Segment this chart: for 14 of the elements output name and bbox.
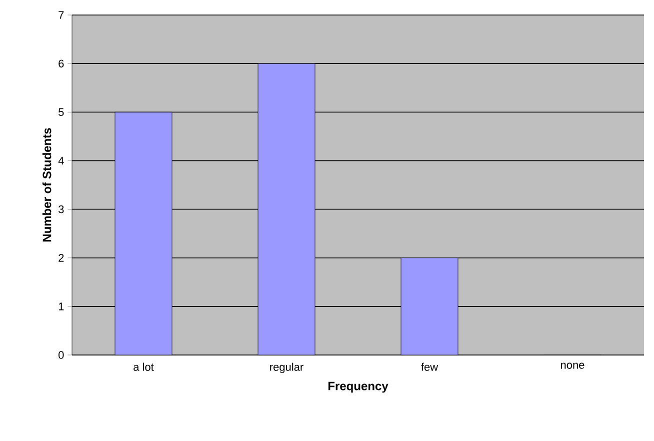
- y-tick-label: 7: [58, 11, 64, 19]
- x-axis-title: Frequency: [328, 382, 388, 393]
- x-tick-label: regular: [270, 362, 304, 374]
- y-tick-label: 4: [58, 156, 64, 164]
- x-tick-label: few: [421, 362, 438, 371]
- y-axis-title: Number of Students: [42, 128, 52, 242]
- x-tick-label: a lot: [134, 362, 154, 371]
- y-tick-label: 2: [58, 254, 64, 262]
- y-tick-label: 3: [58, 205, 64, 214]
- y-tick-label: 6: [58, 60, 64, 68]
- y-tick-label: 0: [58, 351, 64, 359]
- x-tick-label: none: [561, 362, 584, 369]
- y-tick-label: 1: [58, 302, 64, 310]
- y-tick-label: 5: [58, 108, 64, 116]
